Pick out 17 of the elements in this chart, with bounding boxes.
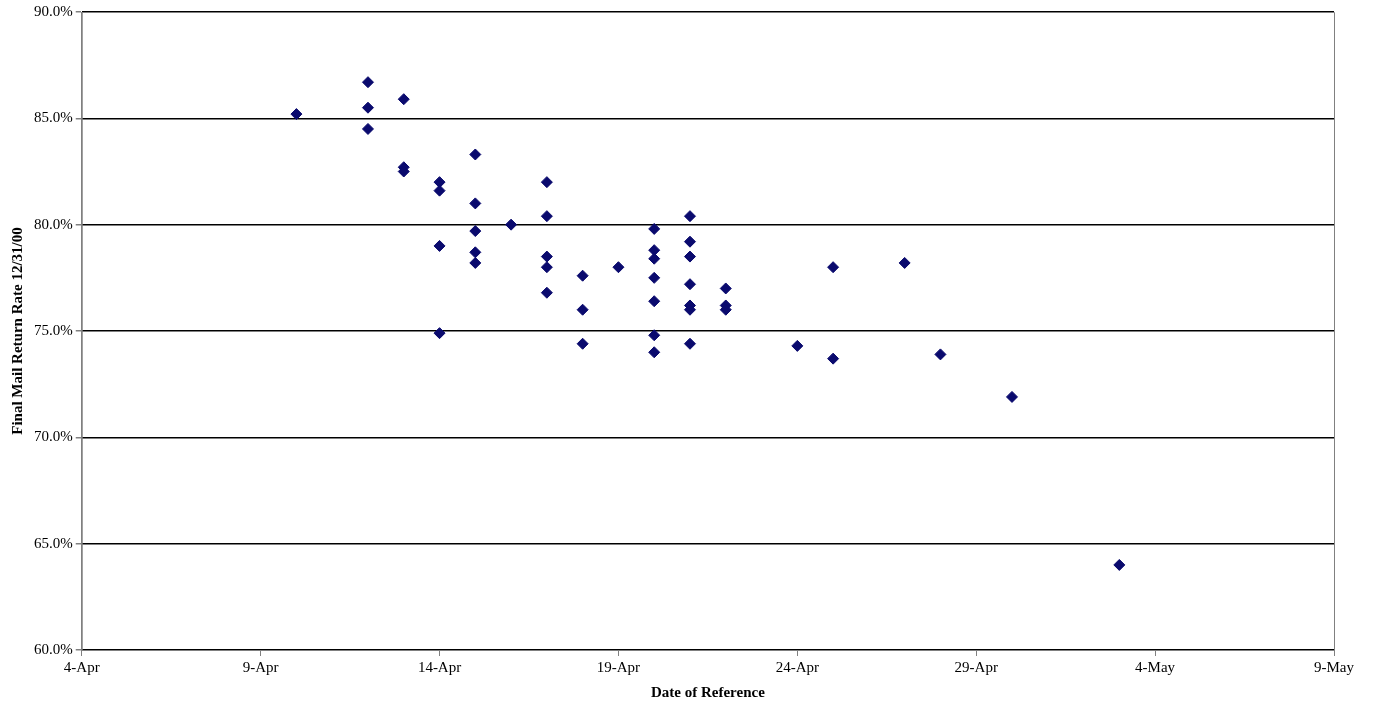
y-tick-label: 70.0% [34,428,73,445]
y-tick-label: 65.0% [34,534,73,551]
x-tick-label: 29-Apr [954,658,998,675]
y-tick-label: 85.0% [34,109,73,126]
y-axis-title: Final Mail Return Rate 12/31/00 [8,227,25,435]
y-tick-label: 90.0% [34,2,73,19]
x-tick-label: 14-Apr [417,658,462,675]
x-tick-label: 24-Apr [775,658,819,675]
y-tick-label: 75.0% [34,321,73,338]
x-tick-label: 9-Apr [242,658,279,675]
x-tick-label: 19-Apr [596,658,641,675]
y-tick-label: 80.0% [34,215,73,232]
y-tick-label: 60.0% [34,640,73,657]
x-tick-label: 4-Apr [63,658,100,675]
x-tick-label: 9-May [1314,658,1355,675]
x-tick-label: 4-May [1135,658,1176,675]
x-axis-title: Date of Reference [650,683,766,700]
